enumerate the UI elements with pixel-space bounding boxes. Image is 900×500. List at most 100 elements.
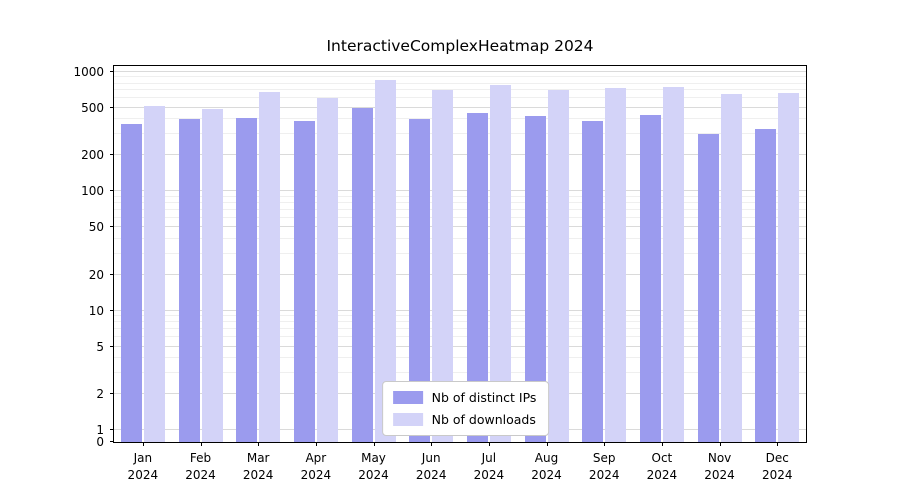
y-tick-label-2: 2 [96,387,104,402]
x-tick-mark-apr [315,442,317,446]
x-tick-mark-sep [604,442,606,446]
gridline-8 [114,321,806,323]
y-tick-label-0: 0 [96,435,104,449]
x-tick-mark-oct [661,442,663,446]
y-tick-mark-2 [110,393,114,395]
gridline-1000 [114,70,806,72]
bar-group-feb: Feb 2024 [172,66,230,482]
y-tick-mark-100 [110,190,114,192]
x-tick-mark-jul [488,442,490,446]
y-tick-label-5: 5 [96,339,104,354]
legend: Nb of distinct IPs Nb of downloads [381,381,550,436]
gridline-10 [114,309,806,311]
bar-downloads-feb [201,108,223,442]
gridline-50 [114,226,806,228]
gridline-30 [114,252,806,254]
bar-downloads-jul [489,84,511,442]
gridline-800 [114,82,806,84]
gridline-3 [114,372,806,374]
legend-swatch-distinct-ips [392,391,423,404]
x-tick-mark-mar [258,442,260,446]
gridline-80 [114,201,806,203]
y-tick-label-1: 1 [96,423,104,438]
gridline-7 [114,328,806,330]
x-tick-mark-jun [431,442,433,446]
legend-label-downloads: Nb of downloads [431,412,536,427]
x-tick-mark-jan [142,442,144,446]
bar-group-aug: Aug 2024 [518,66,576,482]
y-tick-label-10: 10 [88,303,104,318]
x-tick-label-dec: Dec 2024 [761,451,793,483]
y-tick-mark-0 [110,441,114,442]
y-tick-mark-200 [110,154,114,156]
x-tick-label-jul: Jul 2024 [473,451,505,483]
x-tick-label-aug: Aug 2024 [531,451,562,483]
bar-distinct-ips-mar [236,118,258,442]
bar-distinct-ips-may [351,107,373,442]
gridline-9 [114,315,806,317]
x-tick-mark-feb [200,442,202,446]
y-tick-mark-1 [110,429,114,431]
y-tick-mark-5 [110,345,114,347]
bar-downloads-mar [259,91,281,442]
legend-swatch-downloads [392,413,423,426]
bar-group-jul: Jul 2024 [460,66,518,482]
plot-area: 0 1 2 5 10 20 50 100 200 500 1000 Jan 2024 Feb 2024 Ma… [73,65,807,482]
bar-distinct-ips-sep [582,120,604,442]
y-tick-label-200: 200 [81,148,104,163]
gridline-40 [114,237,806,239]
x-tick-label-mar: Mar 2024 [242,451,274,483]
x-tick-mark-may [373,442,375,446]
gridline-4 [114,357,806,359]
y-tick-mark-500 [110,106,114,108]
bar-group-apr: Apr 2024 [287,66,345,482]
bar-downloads-sep [605,88,627,442]
gridline-700 [114,89,806,91]
x-tick-label-sep: Sep 2024 [588,451,620,483]
bar-downloads-jan [143,105,165,442]
bar-downloads-aug [547,90,569,442]
bar-distinct-ips-jan [120,123,142,442]
bar-distinct-ips-dec [755,129,777,442]
gridline-300 [114,133,806,135]
bar-downloads-nov [720,94,742,442]
bar-group-oct: Oct 2024 [633,66,691,482]
gridline-900 [114,76,806,78]
bar-groups: Jan 2024 Feb 2024 Mar 2024 Apr 2024 May 2024 Jun 20… [114,66,806,482]
x-tick-mark-aug [546,442,548,446]
bar-downloads-may [374,80,396,442]
gridline-70 [114,208,806,210]
bar-distinct-ips-jul [466,113,488,442]
y-tick-mark-50 [110,226,114,228]
bar-distinct-ips-nov [697,134,719,442]
bar-distinct-ips-jun [409,119,431,442]
bar-distinct-ips-oct [639,114,661,442]
y-tick-label-1000: 1000 [73,64,104,79]
gridline-6 [114,336,806,338]
y-tick-label-100: 100 [81,184,104,199]
x-tick-label-apr: Apr 2024 [300,451,332,483]
bar-distinct-ips-aug [524,115,546,442]
bar-group-sep: Sep 2024 [575,66,633,482]
x-tick-label-jan: Jan 2024 [127,451,159,483]
legend-item-distinct-ips: Nb of distinct IPs [392,390,537,405]
x-tick-label-feb: Feb 2024 [185,451,216,483]
bar-group-mar: Mar 2024 [229,66,287,482]
y-tick-label-20: 20 [88,267,104,282]
gridline-90 [114,195,806,197]
gridline-20 [114,273,806,275]
bar-group-nov: Nov 2024 [691,66,749,482]
y-tick-label-500: 500 [81,100,104,115]
bar-group-may: May 2024 [345,66,403,482]
legend-label-distinct-ips: Nb of distinct IPs [431,390,537,405]
gridline-600 [114,97,806,99]
gridline-500 [114,106,806,108]
gridline-200 [114,154,806,156]
bar-downloads-oct [662,86,684,442]
x-tick-label-oct: Oct 2024 [646,451,678,483]
bar-distinct-ips-feb [178,119,200,442]
chart-title: InteractiveComplexHeatmap 2024 [326,37,594,55]
x-tick-mark-nov [719,442,721,446]
y-tick-label-50: 50 [88,220,104,235]
x-tick-mark-dec [777,442,779,446]
